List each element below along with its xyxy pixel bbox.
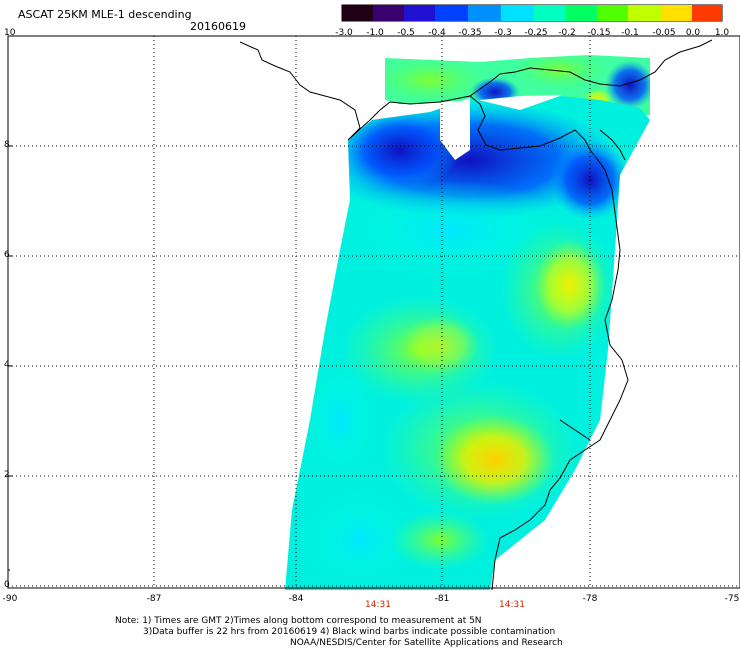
map-date: 20160619 [190, 20, 246, 33]
colorbar-label: -1.0 [366, 28, 384, 38]
coastline [239, 39, 713, 591]
lon-label: -84 [288, 594, 304, 604]
grid-lines [8, 35, 740, 588]
colorbar-label: -0.15 [587, 28, 611, 38]
lat-label: 4 [4, 360, 10, 370]
lon-label: -87 [146, 594, 162, 604]
axis-ticks [8, 35, 12, 571]
colorbar-label: 1.0 [714, 28, 730, 38]
colorbar-label: -0.4 [428, 28, 446, 38]
lon-label: -90 [2, 594, 18, 604]
note-line: Note: 1) Times are GMT 2)Times along bot… [115, 616, 482, 626]
colorbar-label: -0.25 [524, 28, 548, 38]
colorbar-label: -0.2 [558, 28, 576, 38]
colorbar-label: -0.1 [621, 28, 639, 38]
note-line: 3)Data buffer is 22 hrs from 20160619 4)… [143, 627, 556, 637]
note-line: NOAA/NESDIS/Center for Satellite Applica… [290, 638, 563, 648]
colorbar-label: -0.3 [494, 28, 512, 38]
pass-time: 14:31 [365, 600, 391, 610]
lat-label: 0 [4, 580, 10, 590]
lat-label: 8 [4, 140, 10, 150]
colorbar-label: -3.0 [335, 28, 353, 38]
lon-label: -75 [724, 594, 740, 604]
colorbar [341, 4, 723, 22]
lon-label: -78 [582, 594, 598, 604]
colorbar-label: -0.35 [458, 28, 482, 38]
lat-label: 10 [4, 28, 16, 38]
colorbar-label: 0.0 [685, 28, 701, 38]
lat-label: 6 [4, 250, 10, 260]
lon-label: -81 [434, 594, 450, 604]
pass-time: 14:31 [499, 600, 525, 610]
colorbar-label: -0.5 [397, 28, 415, 38]
map-title: ASCAT 25KM MLE-1 descending [18, 8, 192, 21]
map-frame [7, 35, 740, 589]
colorbar-label: -0.05 [652, 28, 676, 38]
lat-label: 2 [4, 470, 10, 480]
